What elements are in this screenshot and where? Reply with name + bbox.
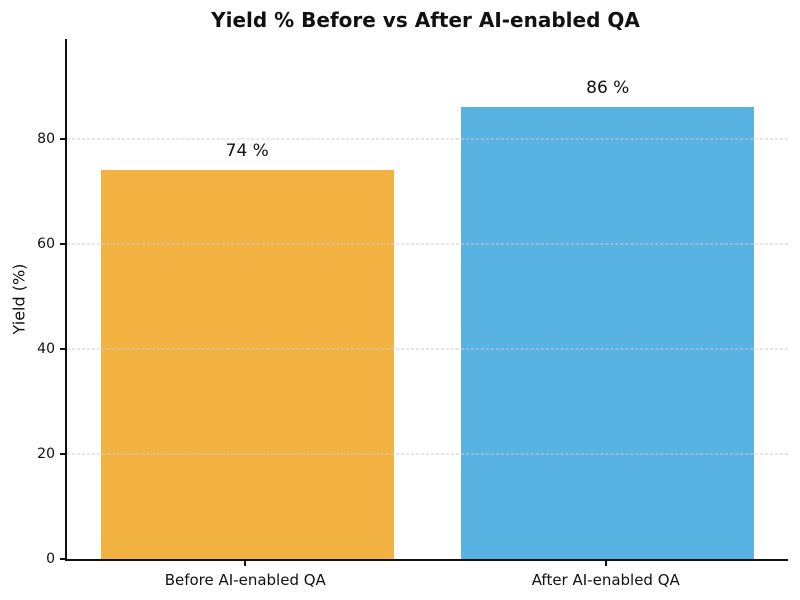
- y-tick-mark-20: [60, 452, 65, 455]
- y-tick-label-20: 20: [37, 445, 55, 462]
- y-tick-label-60: 60: [37, 235, 55, 252]
- y-tick-mark-40: [60, 347, 65, 350]
- y-tick-label-40: 40: [37, 340, 55, 357]
- x-tick-label-0: Before AI-enabled QA: [164, 571, 326, 589]
- y-tick-label-80: 80: [37, 130, 55, 147]
- y-tick-label-0: 0: [46, 551, 55, 567]
- plot-area: 74 % 86 %: [65, 39, 788, 561]
- x-tick-mark-0: [244, 561, 247, 566]
- gridline-y-20: [67, 453, 788, 455]
- bar-before: [100, 170, 394, 559]
- bar-value-label: 86 %: [586, 78, 630, 99]
- bar-value-label: 74 %: [225, 141, 269, 162]
- gridline-y-80: [67, 138, 788, 140]
- y-tick-mark-0: [60, 558, 65, 560]
- x-axis: Before AI-enabled QA After AI-enabled QA: [65, 561, 786, 600]
- bar-after: [461, 107, 755, 559]
- x-tick-label-1: After AI-enabled QA: [531, 571, 680, 589]
- gridline-y-40: [67, 348, 788, 350]
- y-tick-mark-80: [60, 137, 65, 140]
- x-tick-mark-1: [604, 561, 607, 566]
- y-axis: 0 20 40 60 80: [0, 39, 65, 566]
- y-tick-mark-60: [60, 242, 65, 245]
- chart-title: Yield % Before vs After AI-enabled QA: [211, 8, 640, 32]
- gridline-y-60: [67, 243, 788, 245]
